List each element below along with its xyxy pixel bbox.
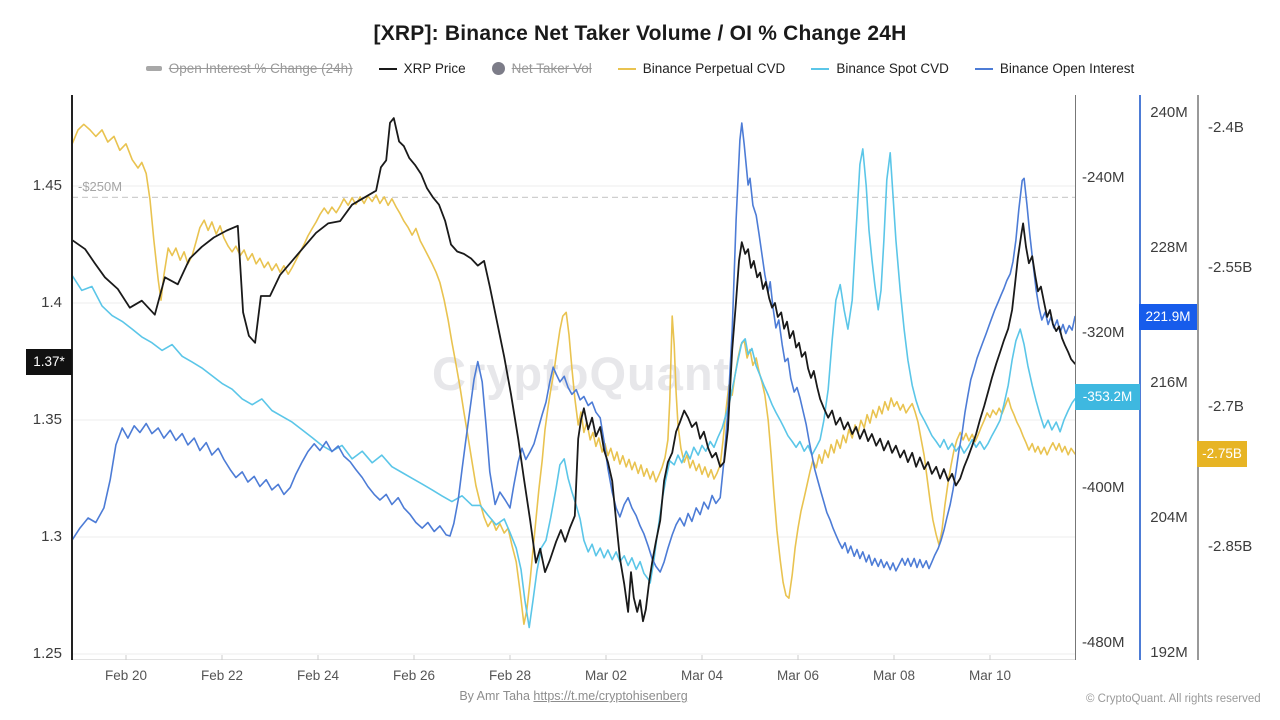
legend-swatch-net-taker-vol-icon xyxy=(491,62,505,75)
perp-cvd-tick-label: -2.55B xyxy=(1208,258,1253,276)
ref-line-label: -$250M xyxy=(78,179,123,194)
chart-plot-area[interactable] xyxy=(72,95,1075,660)
open-interest-tick-label: 204M xyxy=(1150,509,1188,526)
spot-cvd-tick-label: -240M xyxy=(1082,169,1125,186)
credit-text: By Amr Taha xyxy=(459,689,534,703)
x-axis-label: Mar 08 xyxy=(872,668,916,683)
perp-cvd-tick-label: -2.85B xyxy=(1208,537,1253,555)
spot-cvd-current-badge: -353.2M xyxy=(1075,384,1140,411)
author-credit: By Amr Taha https://t.me/cryptohisenberg xyxy=(72,689,1075,703)
x-axis-label: Feb 24 xyxy=(296,668,340,683)
x-axis-label: Feb 22 xyxy=(200,668,244,683)
perp-cvd-tick-label: -2.7B xyxy=(1208,398,1244,416)
legend-swatch-open-interest-icon xyxy=(974,67,993,70)
price-tick-label: 1.3 xyxy=(41,528,62,545)
chart-title: [XRP]: Binance Net Taker Volume / OI % C… xyxy=(373,22,907,45)
cryptoquant-watermark: CryptoQuant xyxy=(432,347,731,400)
legend-swatch-xrp-price-icon xyxy=(378,67,397,70)
spot-cvd-tick-label: -480M xyxy=(1082,634,1125,651)
x-axis-label: Mar 04 xyxy=(680,668,724,683)
x-axis-label: Feb 26 xyxy=(392,668,436,683)
series-line-binance-spot-cvd[interactable] xyxy=(72,148,1075,629)
spot-cvd-tick-label: -400M xyxy=(1082,479,1125,496)
price-tick-label: 1.45 xyxy=(32,177,62,194)
legend-label-open-interest: Binance Open Interest xyxy=(999,61,1135,76)
spot-cvd-tick-label: -320M xyxy=(1082,324,1125,341)
left-price-axis-line xyxy=(71,95,73,660)
legend-label-net-taker-vol: Net Taker Vol xyxy=(511,61,592,76)
price-current-badge: 1.37* xyxy=(26,348,72,375)
right-spot-cvd-axis-line xyxy=(1075,95,1076,660)
legend-item-spot-cvd[interactable]: Binance Spot CVD xyxy=(811,61,949,76)
open-interest-tick-label: 216M xyxy=(1150,374,1188,391)
legend-label-perp-cvd: Binance Perpetual CVD xyxy=(642,61,786,76)
legend-label-oi-pct-change: Open Interest % Change (24h) xyxy=(168,61,353,76)
legend-item-perp-cvd[interactable]: Binance Perpetual CVD xyxy=(617,61,786,76)
x-axis-label: Feb 28 xyxy=(488,668,532,683)
x-axis-label: Mar 06 xyxy=(776,668,820,683)
series-line-binance-perpetual-cvd[interactable] xyxy=(72,123,1075,626)
x-axis-label: Mar 10 xyxy=(968,668,1012,683)
open-interest-tick-label: 192M xyxy=(1150,644,1188,661)
legend-item-open-interest[interactable]: Binance Open Interest xyxy=(974,61,1135,76)
open-interest-tick-label: 240M xyxy=(1150,104,1188,121)
series-line-binance-open-interest[interactable] xyxy=(72,122,1075,573)
price-tick-label: 1.25 xyxy=(32,645,62,662)
copyright-notice: © CryptoQuant. All rights reserved xyxy=(1086,693,1261,705)
legend-swatch-oi-pct-change-icon xyxy=(145,66,162,71)
legend-label-spot-cvd: Binance Spot CVD xyxy=(836,61,949,76)
legend-swatch-perp-cvd-icon xyxy=(617,67,636,70)
open-interest-current-badge: 221.9M xyxy=(1139,303,1197,330)
legend-swatch-spot-cvd-icon xyxy=(811,67,830,70)
legend-item-xrp-price[interactable]: XRP Price xyxy=(378,61,466,76)
x-axis-label: Feb 20 xyxy=(104,668,148,683)
right-perp-cvd-axis-line xyxy=(1197,95,1199,660)
telegram-link[interactable]: https://t.me/cryptohisenberg xyxy=(533,689,688,703)
legend-item-oi-pct-change[interactable]: Open Interest % Change (24h) xyxy=(145,61,353,76)
right-open-interest-axis-line xyxy=(1139,95,1141,660)
series-line-xrp-price[interactable] xyxy=(72,117,1075,623)
price-tick-label: 1.35 xyxy=(32,411,62,428)
x-axis-label: Mar 02 xyxy=(584,668,628,683)
chart-legend: Open Interest % Change (24h) XRP Price Net… xyxy=(0,61,1280,76)
perp-cvd-tick-label: -2.4B xyxy=(1208,119,1244,136)
price-tick-label: 1.4 xyxy=(41,294,62,311)
legend-label-xrp-price: XRP Price xyxy=(403,61,466,76)
open-interest-tick-label: 228M xyxy=(1150,239,1188,256)
legend-item-net-taker-vol[interactable]: Net Taker Vol xyxy=(491,61,592,76)
perp-cvd-current-badge: -2.75B xyxy=(1197,440,1247,467)
